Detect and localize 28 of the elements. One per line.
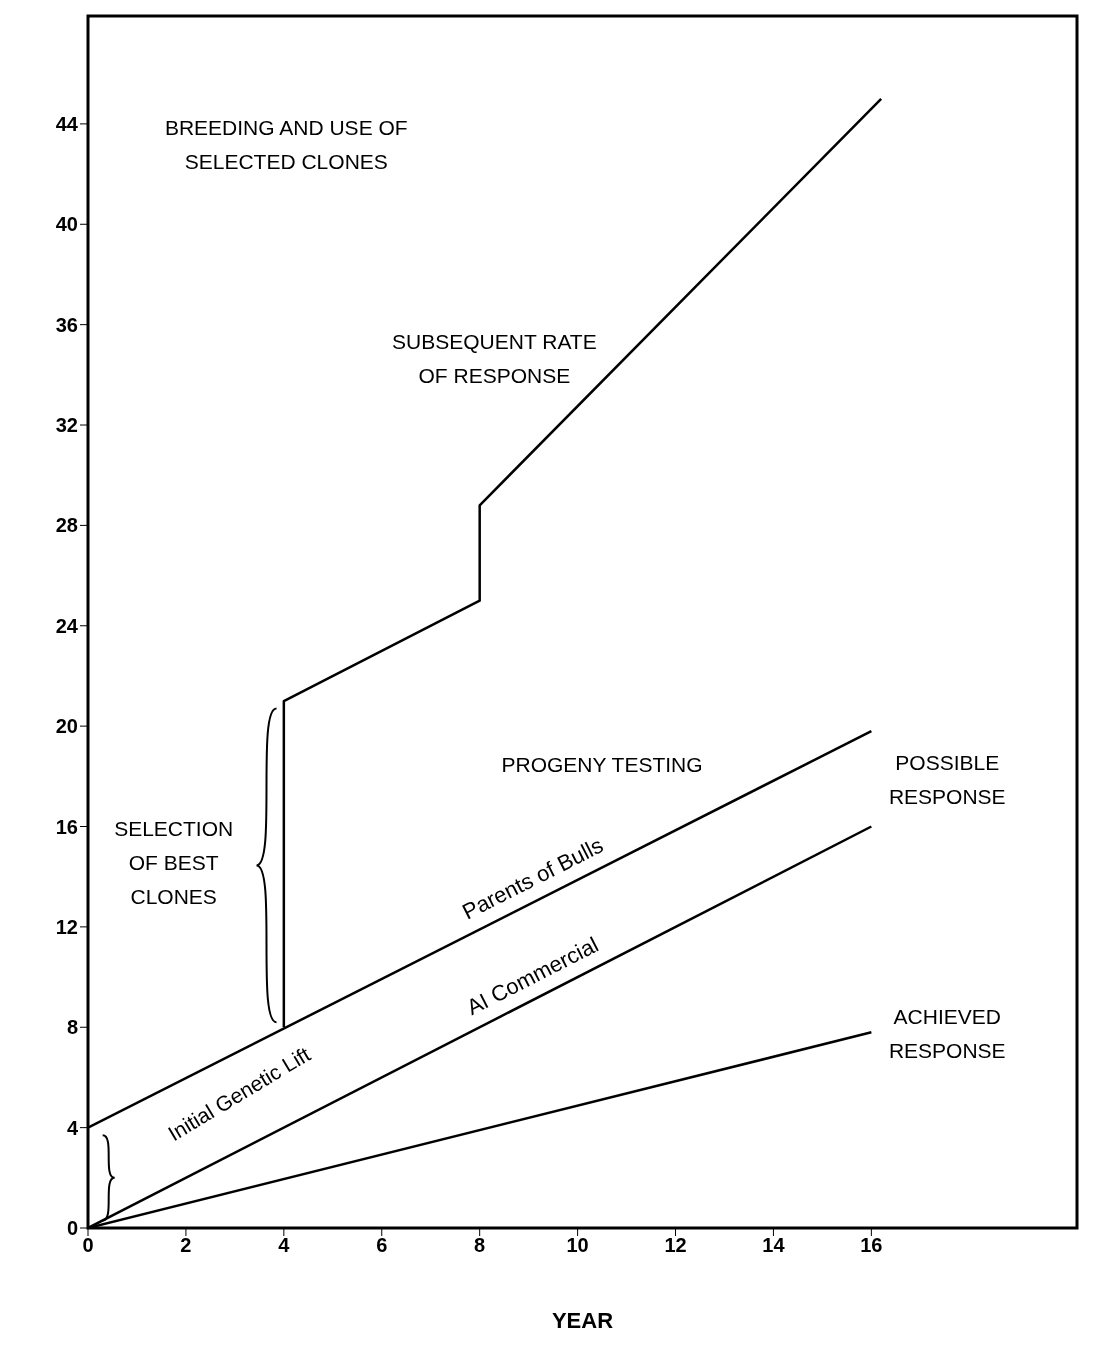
y-tick-label: 0 bbox=[66, 1217, 78, 1240]
y-tick-label: 8 bbox=[66, 1016, 78, 1039]
x-tick-label: 12 bbox=[664, 1234, 687, 1257]
x-tick-label: 14 bbox=[762, 1234, 786, 1257]
y-tick-label: 36 bbox=[55, 313, 78, 336]
y-tick-label: 20 bbox=[55, 715, 78, 738]
y-tick-label: 32 bbox=[55, 414, 78, 437]
x-tick-label: 16 bbox=[860, 1234, 883, 1257]
y-tick-label: 24 bbox=[55, 614, 79, 637]
y-tick-label: 40 bbox=[55, 213, 78, 236]
annotation: SUBSEQUENT RATE OF RESPONSE bbox=[392, 329, 597, 387]
x-tick-label: 10 bbox=[566, 1234, 589, 1257]
annotation: POSSIBLE RESPONSE bbox=[888, 750, 1006, 808]
x-tick-label: 4 bbox=[278, 1234, 291, 1257]
x-tick-label: 8 bbox=[474, 1234, 486, 1257]
y-tick-label: 44 bbox=[55, 113, 79, 135]
y-tick-label: 28 bbox=[55, 514, 78, 537]
x-tick-label: 2 bbox=[180, 1234, 192, 1257]
y-tick-label: 12 bbox=[55, 915, 78, 938]
y-tick-label: 4 bbox=[66, 1116, 79, 1139]
annotation: SELECTION OF BEST CLONES bbox=[114, 816, 234, 908]
annotation: ACHIEVED RESPONSE bbox=[888, 1004, 1006, 1062]
x-tick-label: 6 bbox=[376, 1234, 388, 1257]
y-tick-label: 16 bbox=[55, 815, 78, 838]
annotation: BREEDING AND USE OF SELECTED CLONES bbox=[164, 116, 408, 174]
x-axis-title: YEAR bbox=[551, 1308, 614, 1333]
x-tick-label: 0 bbox=[82, 1234, 94, 1257]
annotation: PROGENY TESTING bbox=[501, 752, 703, 776]
